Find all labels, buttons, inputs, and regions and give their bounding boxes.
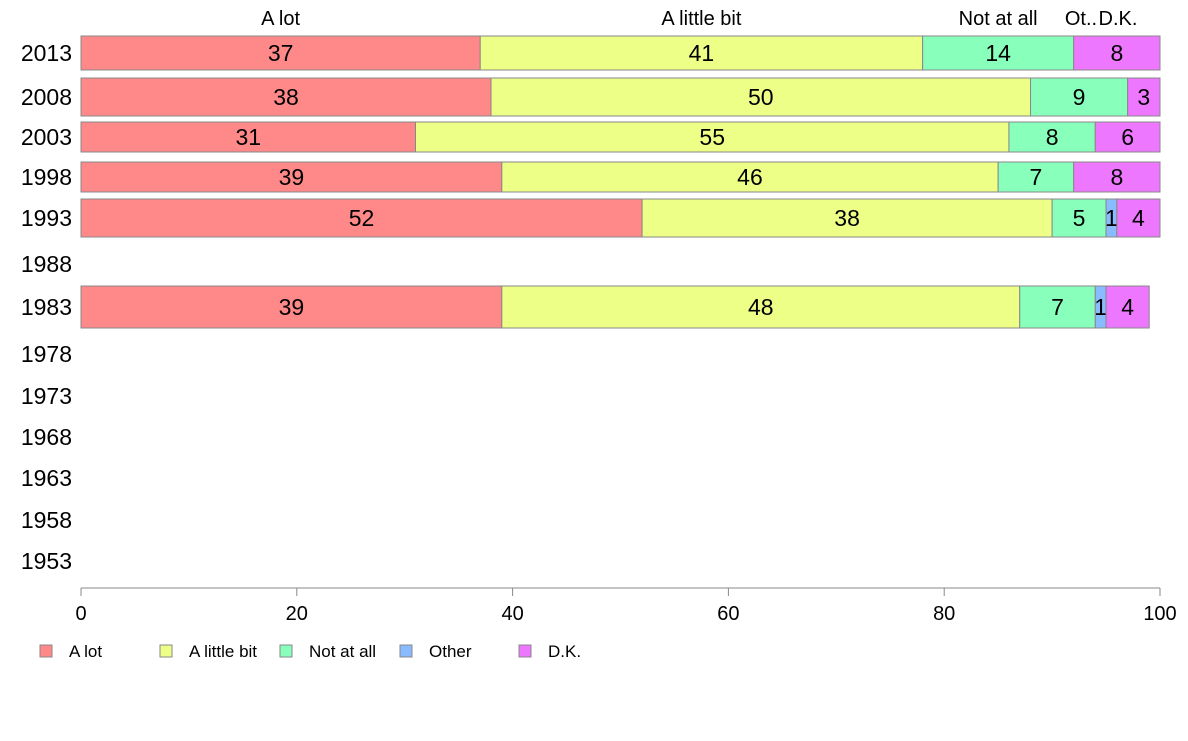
bar-2003-a-lot (80, 121, 416, 153)
bar-label-1998-d-k: 8 (1110, 164, 1123, 190)
bar-2008-not-at-all (1030, 77, 1129, 117)
bar-1998-d-k (1073, 161, 1161, 193)
bar-2003-d-k (1094, 121, 1161, 153)
legend-swatch-a-little-bit (159, 644, 173, 658)
bar-2013-not-at-all (922, 35, 1075, 71)
y-label-2003: 2003 (21, 124, 72, 150)
bar-label-1993-d-k: 4 (1132, 205, 1145, 231)
bar-label-1983-not-at-all: 7 (1051, 294, 1064, 320)
bar-label-2003-a-little-bit: 55 (699, 124, 725, 150)
bar-2013-a-lot (80, 35, 481, 71)
bar-1983-a-little-bit (501, 285, 1021, 329)
legend-label-d-k: D.K. (548, 642, 581, 661)
top-label-ot: Ot.. (1065, 8, 1097, 30)
bar-label-1993-a-little-bit: 38 (834, 205, 860, 231)
top-label-a-little-bit: A little bit (661, 8, 741, 30)
bar-label-2008-a-little-bit: 50 (748, 84, 774, 110)
top-label-d-k: D.K. (1099, 8, 1138, 30)
bar-1998-a-little-bit (501, 161, 999, 193)
bar-2013-d-k (1073, 35, 1161, 71)
y-label-1958: 1958 (21, 507, 72, 533)
legend-label-a-little-bit: A little bit (189, 642, 257, 661)
legend-label-other: Other (429, 642, 472, 661)
bar-2008-a-little-bit (490, 77, 1032, 117)
bar-1993-d-k (1116, 198, 1161, 238)
bar-label-2008-a-lot: 38 (273, 84, 299, 110)
y-label-2013: 2013 (21, 40, 72, 66)
bar-label-1993-not-at-all: 5 (1073, 205, 1086, 231)
legend-swatch-not-at-all (279, 644, 293, 658)
x-tick-label-80: 80 (933, 603, 955, 625)
bar-label-2013-a-little-bit: 41 (689, 40, 715, 66)
bar-1998-a-lot (80, 161, 503, 193)
bar-2008-d-k (1127, 77, 1161, 117)
legend-swatch-other (399, 644, 413, 658)
y-axis-labels: 2013 2008 2003 1998 1993 1988 1983 1978 1973 1968… (21, 40, 72, 574)
y-label-1963: 1963 (21, 465, 72, 491)
x-tick-label-0: 0 (75, 603, 86, 625)
bar-label-2003-not-at-all: 8 (1046, 124, 1059, 150)
bar-label-2013-d-k: 8 (1110, 40, 1123, 66)
bar-label-1998-not-at-all: 7 (1030, 164, 1043, 190)
y-label-1988: 1988 (21, 251, 72, 277)
bar-1993-a-lot (80, 198, 643, 238)
bar-label-2003-a-lot: 31 (235, 124, 261, 150)
bar-label-1998-a-little-bit: 46 (737, 164, 763, 190)
legend-label-a-lot: A lot (69, 642, 102, 661)
top-label-not-at-all: Not at all (959, 8, 1038, 30)
bar-2008-a-lot (80, 77, 492, 117)
y-label-1998: 1998 (21, 164, 72, 190)
bar-label-1993-a-lot: 52 (349, 205, 375, 231)
y-label-1968: 1968 (21, 424, 72, 450)
bar-label-2013-not-at-all: 14 (985, 40, 1011, 66)
legend-swatch-a-lot (39, 644, 53, 658)
bar-label-1993-other: 1 (1105, 205, 1118, 231)
bar-label-1983-other: 1 (1094, 294, 1107, 320)
top-category-labels: A lot A little bit Not at all Ot.. D.K. (261, 8, 1137, 30)
y-label-1983: 1983 (21, 294, 72, 320)
bar-1983-d-k (1105, 285, 1150, 329)
bars-group: 37 41 14 838 50 9 331 55 8 639 46 7 852 38 5 1 439 48 7 1 4 (80, 35, 1161, 329)
x-axis: 0 20 40 60 80 100 (75, 587, 1177, 625)
bar-label-1983-a-lot: 39 (279, 294, 305, 320)
bar-2003-a-little-bit (414, 121, 1010, 153)
y-label-1993: 1993 (21, 205, 72, 231)
bar-2013-a-little-bit (479, 35, 924, 71)
y-label-2008: 2008 (21, 84, 72, 110)
bar-label-1998-a-lot: 39 (279, 164, 305, 190)
bar-label-2008-not-at-all: 9 (1073, 84, 1086, 110)
x-tick-label-100: 100 (1143, 603, 1176, 625)
legend: A lot A little bit Not at all Other D.K. (39, 642, 581, 661)
x-tick-label-60: 60 (717, 603, 739, 625)
y-label-1973: 1973 (21, 383, 72, 409)
bar-1993-a-little-bit (641, 198, 1053, 238)
bar-label-2013-a-lot: 37 (268, 40, 294, 66)
bar-1993-not-at-all (1051, 198, 1107, 238)
y-label-1953: 1953 (21, 548, 72, 574)
legend-swatch-d-k (518, 644, 532, 658)
x-tick-label-40: 40 (501, 603, 523, 625)
bar-label-2003-d-k: 6 (1121, 124, 1134, 150)
top-label-a-lot: A lot (261, 8, 300, 30)
bar-label-1983-d-k: 4 (1121, 294, 1134, 320)
x-tick-label-20: 20 (286, 603, 308, 625)
bar-label-2008-d-k: 3 (1137, 84, 1150, 110)
y-label-1978: 1978 (21, 341, 72, 367)
legend-label-not-at-all: Not at all (309, 642, 376, 661)
bar-label-1983-a-little-bit: 48 (748, 294, 774, 320)
